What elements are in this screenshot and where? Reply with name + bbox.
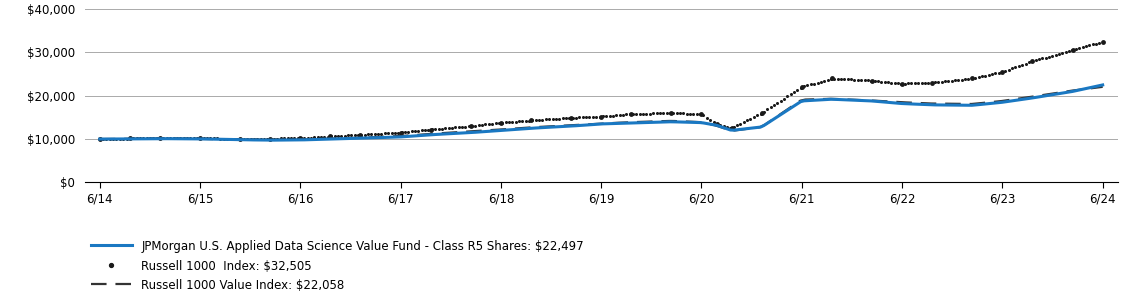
- Russell 1000  Index: $32,505: (2, 1.02e+04): $32,505: (2, 1.02e+04): [294, 136, 307, 140]
- Line: Russell 1000 Value Index: $22,058: Russell 1000 Value Index: $22,058: [99, 87, 1103, 140]
- Russell 1000  Index: $32,505: (6.3, 1.25e+04): $32,505: (6.3, 1.25e+04): [725, 126, 738, 130]
- Line: JPMorgan U.S. Applied Data Science Value Fund - Class R5 Shares: $22,497: JPMorgan U.S. Applied Data Science Value…: [99, 85, 1103, 140]
- Russell 1000  Index: $32,505: (9.7, 3.05e+04): $32,505: (9.7, 3.05e+04): [1066, 48, 1079, 52]
- Russell 1000 Value Index: $22,058: (2.71, 1.04e+04): $22,058: (2.71, 1.04e+04): [365, 136, 378, 139]
- Russell 1000  Index: $32,505: (2.6, 1.1e+04): $32,505: (2.6, 1.1e+04): [353, 133, 367, 136]
- Russell 1000  Index: $32,505: (3.7, 1.3e+04): $32,505: (3.7, 1.3e+04): [464, 124, 478, 128]
- Russell 1000  Index: $32,505: (3.3, 1.22e+04): $32,505: (3.3, 1.22e+04): [423, 128, 437, 131]
- Line: Russell 1000  Index: $32,505: Russell 1000 Index: $32,505: [97, 39, 1105, 141]
- Russell 1000 Value Index: $22,058: (9.55, 2.07e+04): $22,058: (9.55, 2.07e+04): [1050, 91, 1064, 95]
- Russell 1000  Index: $32,505: (5.7, 1.6e+04): $32,505: (5.7, 1.6e+04): [665, 111, 679, 115]
- Russell 1000 Value Index: $22,058: (0.603, 1.01e+04): $22,058: (0.603, 1.01e+04): [154, 136, 167, 140]
- Russell 1000  Index: $32,505: (1.7, 1.01e+04): $32,505: (1.7, 1.01e+04): [263, 137, 277, 140]
- JPMorgan U.S. Applied Data Science Value Fund - Class R5 Shares: $22,497: (10, 2.25e+04): $22,497: (10, 2.25e+04): [1096, 83, 1110, 87]
- Russell 1000  Index: $32,505: (0.6, 1.02e+04): $32,505: (0.6, 1.02e+04): [154, 136, 167, 140]
- Russell 1000 Value Index: $22,058: (1.91, 9.88e+03): $22,058: (1.91, 9.88e+03): [285, 138, 298, 141]
- Russell 1000  Index: $32,505: (8.3, 2.3e+04): $32,505: (8.3, 2.3e+04): [926, 81, 939, 85]
- Russell 1000 Value Index: $22,058: (10, 2.21e+04): $22,058: (10, 2.21e+04): [1096, 85, 1110, 89]
- Russell 1000  Index: $32,505: (7.3, 2.4e+04): $32,505: (7.3, 2.4e+04): [825, 77, 839, 80]
- Legend: JPMorgan U.S. Applied Data Science Value Fund - Class R5 Shares: $22,497, Russel: JPMorgan U.S. Applied Data Science Value…: [90, 240, 584, 292]
- JPMorgan U.S. Applied Data Science Value Fund - Class R5 Shares: $22,497: (8.46, 1.79e+04): $22,497: (8.46, 1.79e+04): [942, 103, 955, 107]
- Russell 1000  Index: $32,505: (2.3, 1.06e+04): $32,505: (2.3, 1.06e+04): [324, 135, 338, 138]
- Russell 1000  Index: $32,505: (6, 1.58e+04): $32,505: (6, 1.58e+04): [694, 112, 708, 116]
- Russell 1000  Index: $32,505: (0, 1e+04): $32,505: (0, 1e+04): [93, 137, 106, 141]
- Russell 1000  Index: $32,505: (3, 1.15e+04): $32,505: (3, 1.15e+04): [394, 131, 408, 134]
- Russell 1000  Index: $32,505: (4, 1.38e+04): $32,505: (4, 1.38e+04): [495, 121, 508, 124]
- Russell 1000  Index: $32,505: (10, 3.25e+04): $32,505: (10, 3.25e+04): [1096, 40, 1110, 43]
- Russell 1000  Index: $32,505: (0.3, 1.02e+04): $32,505: (0.3, 1.02e+04): [123, 136, 137, 140]
- Russell 1000 Value Index: $22,058: (0.402, 1.01e+04): $22,058: (0.402, 1.01e+04): [133, 137, 147, 140]
- Russell 1000  Index: $32,505: (9, 2.55e+04): $32,505: (9, 2.55e+04): [996, 70, 1009, 74]
- JPMorgan U.S. Applied Data Science Value Fund - Class R5 Shares: $22,497: (6.15, 1.32e+04): $22,497: (6.15, 1.32e+04): [710, 123, 724, 127]
- Russell 1000  Index: $32,505: (8.7, 2.4e+04): $32,505: (8.7, 2.4e+04): [965, 77, 979, 80]
- Russell 1000 Value Index: $22,058: (9.2, 1.95e+04): $22,058: (9.2, 1.95e+04): [1015, 96, 1029, 100]
- Russell 1000  Index: $32,505: (4.3, 1.43e+04): $32,505: (4.3, 1.43e+04): [524, 119, 537, 122]
- Russell 1000 Value Index: $22,058: (1.71, 9.85e+03): $22,058: (1.71, 9.85e+03): [264, 138, 278, 142]
- Russell 1000  Index: $32,505: (5.3, 1.58e+04): $32,505: (5.3, 1.58e+04): [624, 112, 638, 116]
- JPMorgan U.S. Applied Data Science Value Fund - Class R5 Shares: $22,497: (5.95, 1.38e+04): $22,497: (5.95, 1.38e+04): [690, 121, 703, 124]
- JPMorgan U.S. Applied Data Science Value Fund - Class R5 Shares: $22,497: (9.1, 1.88e+04): $22,497: (9.1, 1.88e+04): [1005, 99, 1018, 103]
- Russell 1000 Value Index: $22,058: (0, 1e+04): $22,058: (0, 1e+04): [93, 137, 106, 141]
- Russell 1000  Index: $32,505: (6.6, 1.6e+04): $32,505: (6.6, 1.6e+04): [755, 111, 769, 115]
- Russell 1000  Index: $32,505: (1.4, 1e+04): $32,505: (1.4, 1e+04): [234, 137, 247, 141]
- Russell 1000  Index: $32,505: (9.3, 2.8e+04): $32,505: (9.3, 2.8e+04): [1025, 59, 1039, 63]
- Russell 1000  Index: $32,505: (6.15, 1.35e+04): $32,505: (6.15, 1.35e+04): [710, 122, 724, 126]
- JPMorgan U.S. Applied Data Science Value Fund - Class R5 Shares: $22,497: (0.0334, 1e+04): $22,497: (0.0334, 1e+04): [96, 137, 110, 141]
- JPMorgan U.S. Applied Data Science Value Fund - Class R5 Shares: $22,497: (0, 1e+04): $22,497: (0, 1e+04): [93, 137, 106, 141]
- JPMorgan U.S. Applied Data Science Value Fund - Class R5 Shares: $22,497: (1.71, 9.75e+03): $22,497: (1.71, 9.75e+03): [264, 138, 278, 142]
- Russell 1000  Index: $32,505: (1, 1.02e+04): $32,505: (1, 1.02e+04): [193, 136, 207, 140]
- Russell 1000  Index: $32,505: (4.7, 1.49e+04): $32,505: (4.7, 1.49e+04): [564, 116, 578, 120]
- Russell 1000  Index: $32,505: (7.7, 2.35e+04): $32,505: (7.7, 2.35e+04): [865, 79, 878, 82]
- Russell 1000  Index: $32,505: (8, 2.28e+04): $32,505: (8, 2.28e+04): [895, 82, 909, 85]
- Russell 1000  Index: $32,505: (7, 2.2e+04): $32,505: (7, 2.2e+04): [795, 85, 808, 89]
- JPMorgan U.S. Applied Data Science Value Fund - Class R5 Shares: $22,497: (5.99, 1.38e+04): $22,497: (5.99, 1.38e+04): [693, 121, 707, 124]
- Russell 1000  Index: $32,505: (5, 1.52e+04): $32,505: (5, 1.52e+04): [594, 115, 607, 118]
